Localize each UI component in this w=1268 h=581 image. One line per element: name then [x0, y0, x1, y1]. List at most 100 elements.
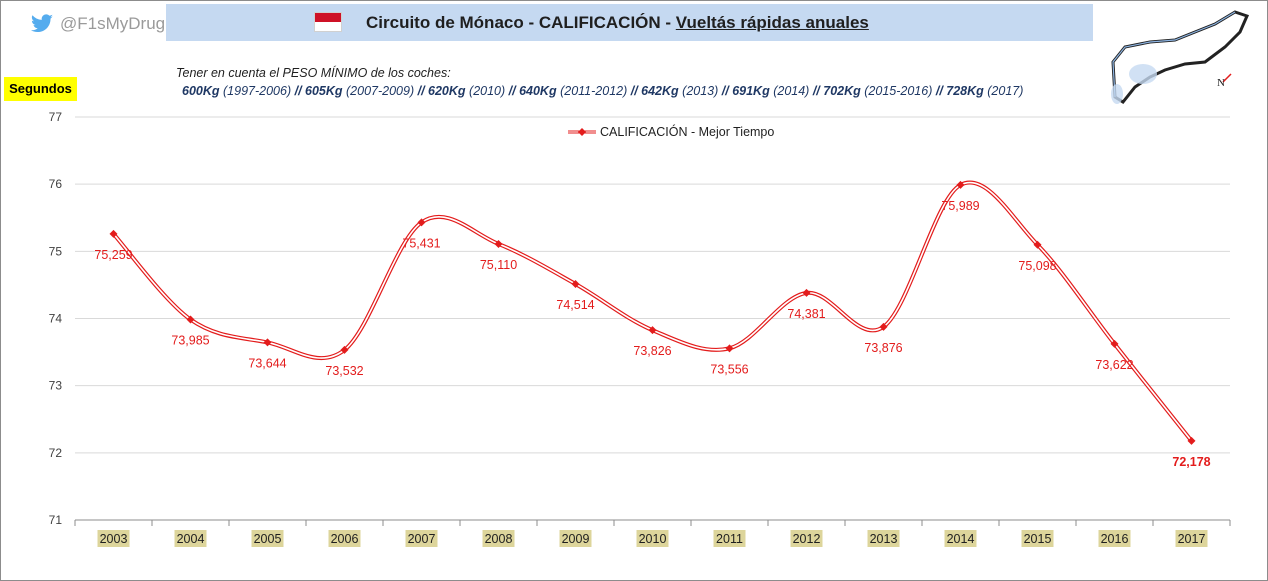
svg-text:N: N	[1217, 77, 1225, 89]
data-label: 73,622	[1095, 358, 1133, 372]
legend: CALIFICACIÓN - Mejor Tiempo	[568, 124, 774, 139]
data-point	[494, 239, 503, 248]
x-label-bg	[1021, 530, 1054, 547]
grid-lines	[75, 116, 1230, 454]
data-label: 73,826	[633, 344, 671, 358]
circuit-map: N	[1095, 2, 1255, 112]
y-tick-label: 77	[49, 110, 63, 124]
data-point	[879, 322, 888, 331]
data-label: 75,989	[941, 199, 979, 213]
data-label: 75,110	[480, 258, 517, 272]
x-tick-label: 2014	[947, 532, 975, 546]
data-labels: 75,259 73,985 73,644 73,532 75,431 75,110 74,5…	[94, 199, 1210, 469]
x-label-bg	[405, 530, 438, 547]
y-axis-label: Segundos	[4, 77, 77, 101]
weight-separator: //	[812, 84, 824, 98]
data-point	[648, 326, 657, 335]
legend-label: CALIFICACIÓN - Mejor Tiempo	[600, 124, 774, 139]
series-line	[112, 180, 1194, 443]
x-label-bg	[328, 530, 361, 547]
x-label-bg	[790, 530, 823, 547]
data-label: 74,381	[787, 307, 825, 321]
monaco-flag	[314, 12, 342, 32]
x-tick-label: 2015	[1024, 532, 1052, 546]
weight-years: (1997-2006)	[219, 84, 295, 98]
data-point	[1187, 436, 1196, 445]
data-label: 75,098	[1018, 259, 1056, 273]
x-tick-label: 2009	[562, 532, 590, 546]
weight-years: (2013)	[678, 84, 722, 98]
weight-years: (2017)	[983, 84, 1024, 98]
data-label: 73,556	[710, 362, 748, 376]
data-label: 75,431	[402, 236, 440, 250]
title-banner: Circuito de Mónaco - CALIFICACIÓN - Vuel…	[166, 4, 1093, 41]
weight-separator: //	[417, 84, 429, 98]
data-label: 73,876	[864, 341, 902, 355]
x-label-bg	[1175, 530, 1208, 547]
weight-separator: //	[294, 84, 306, 98]
weight-kg: 728Kg	[946, 84, 984, 98]
data-point	[725, 344, 734, 353]
weight-kg: 640Kg	[519, 84, 557, 98]
x-tick-label: 2005	[254, 532, 282, 546]
weight-years: (2014)	[769, 84, 813, 98]
x-label-bg	[251, 530, 284, 547]
data-point	[571, 279, 580, 288]
x-tick-label: 2011	[716, 532, 743, 546]
weight-separator: //	[721, 84, 733, 98]
weight-separator: //	[630, 84, 642, 98]
y-tick-label: 76	[49, 177, 63, 191]
x-label-bg	[97, 530, 130, 547]
x-label-bg	[713, 530, 746, 547]
y-tick-label: 74	[49, 312, 63, 326]
weight-kg: 642Kg	[641, 84, 679, 98]
title-underlined: Vueltás rápidas anuales	[675, 13, 869, 32]
x-label-bg	[636, 530, 669, 547]
data-point	[340, 345, 349, 354]
data-label: 73,644	[248, 356, 286, 370]
weight-years: (2010)	[465, 84, 509, 98]
data-label: 75,259	[94, 248, 132, 262]
weight-years: (2011-2012)	[556, 84, 631, 98]
y-tick-label: 73	[49, 379, 63, 393]
weight-list: 600Kg (1997-2006) // 605Kg (2007-2009) /…	[182, 84, 1023, 98]
x-label-bg	[174, 530, 207, 547]
x-label-bg	[1098, 530, 1131, 547]
data-point	[1033, 240, 1042, 249]
data-point	[417, 218, 426, 227]
weight-years: (2015-2016)	[860, 84, 936, 98]
data-point	[802, 288, 811, 297]
data-label: 74,514	[556, 298, 594, 312]
y-tick-label: 75	[49, 244, 63, 258]
x-label-bg	[867, 530, 900, 547]
weight-separator: //	[508, 84, 520, 98]
weight-separator: //	[935, 84, 947, 98]
weight-kg: 600Kg	[182, 84, 220, 98]
weight-kg: 620Kg	[428, 84, 466, 98]
data-point	[1110, 339, 1119, 348]
data-point	[186, 315, 195, 324]
data-point	[956, 180, 965, 189]
chart-title: Circuito de Mónaco - CALIFICACIÓN - Vuel…	[366, 13, 869, 33]
x-label-bg	[559, 530, 592, 547]
x-tick-label: 2008	[485, 532, 513, 546]
data-label: 73,985	[171, 334, 209, 348]
x-tick-label: 2004	[177, 532, 205, 546]
x-tick-label: 2016	[1101, 532, 1129, 546]
legend-marker	[578, 128, 586, 136]
x-tick-label: 2017	[1178, 532, 1206, 546]
x-tick-label: 2013	[870, 532, 898, 546]
weight-kg: 691Kg	[732, 84, 770, 98]
weight-years: (2007-2009)	[342, 84, 418, 98]
title-prefix: Circuito de Mónaco - CALIFICACIÓN -	[366, 13, 676, 32]
data-label: 73,532	[325, 364, 363, 378]
x-label-bg	[482, 530, 515, 547]
y-tick-label: 71	[49, 513, 63, 527]
x-tick-label: 2007	[408, 532, 436, 546]
data-points	[109, 180, 1196, 445]
x-axis: 2003 2004 2005 2006 2007 2008 2009 2010 2011 2012…	[74, 519, 1231, 547]
x-tick-label: 2012	[793, 532, 821, 546]
weight-note: Tener en cuenta el PESO MÍNIMO de los co…	[176, 66, 451, 80]
twitter-bird-icon	[30, 14, 53, 33]
data-point	[263, 338, 272, 347]
